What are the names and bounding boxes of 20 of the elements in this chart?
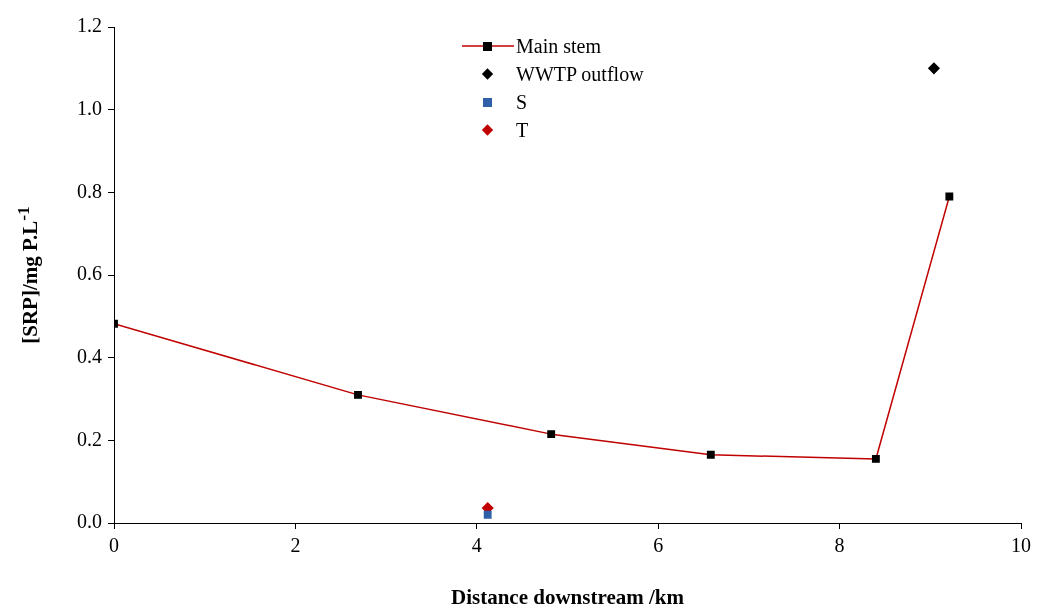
- x-tick-label: 6: [653, 534, 664, 557]
- x-tick-label: 8: [834, 534, 845, 557]
- x-tick-label: 10: [1011, 534, 1031, 557]
- y-tick-label: 0.2: [77, 427, 102, 450]
- y-tick-label: 0.4: [77, 344, 102, 367]
- y-tick-label: 0.8: [77, 179, 102, 202]
- y-tick-label: 1.2: [77, 14, 102, 37]
- x-axis-title: Distance downstream /km: [450, 585, 685, 610]
- x-tick-label: 0: [109, 534, 119, 557]
- legend-label: T: [516, 118, 529, 143]
- y-tick-label: 1.0: [77, 96, 102, 119]
- legend-label: Main stem: [516, 34, 601, 59]
- x-tick-label: 2: [290, 534, 301, 557]
- y-tick-label: 0.6: [77, 262, 102, 285]
- legend-label: S: [516, 90, 528, 115]
- legend-label: WWTP outflow: [516, 62, 644, 87]
- point: [928, 62, 940, 75]
- x-tick-label: 4: [471, 534, 482, 557]
- point: [483, 510, 492, 519]
- y-tick-label: 0.0: [77, 510, 102, 533]
